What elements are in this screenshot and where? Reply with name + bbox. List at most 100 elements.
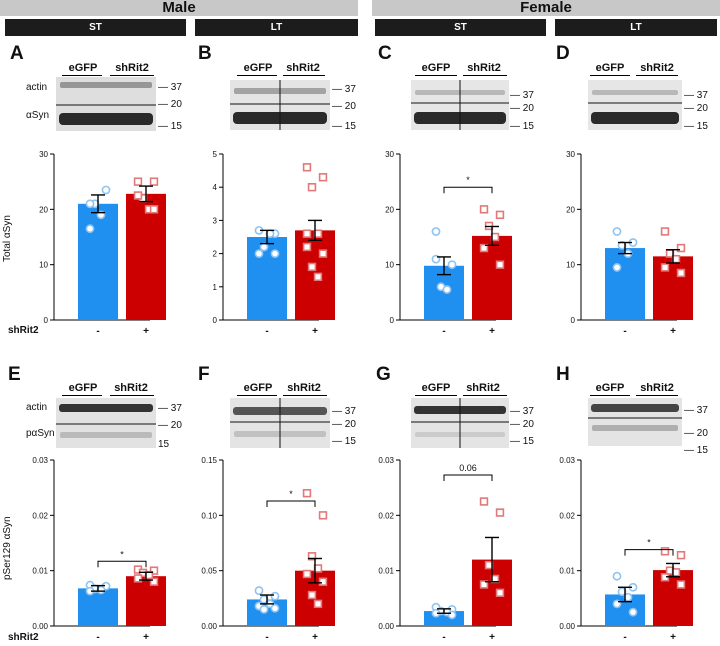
- mw-marker-20: — 20: [510, 419, 534, 430]
- data-point-egfp-h: [628, 607, 638, 617]
- data-point-shrit2-b: [313, 272, 323, 282]
- blot-image: [230, 80, 330, 130]
- lane-underline: [110, 75, 154, 76]
- bar-a-egfp: [78, 203, 118, 320]
- lane-underline: [283, 395, 327, 396]
- lane-underline: [415, 395, 457, 396]
- lane-label-egfp: eGFP: [243, 382, 273, 394]
- category-label-h: +: [670, 632, 676, 643]
- data-point-shrit2-g: [479, 497, 489, 506]
- shrit2-row-label-top: shRit2: [8, 325, 39, 336]
- y-tick-label-b: 3: [213, 216, 218, 225]
- blot-image: [588, 398, 682, 446]
- y-tick-label-b: 1: [213, 283, 218, 292]
- data-point-shrit2-g: [495, 588, 505, 598]
- blot-row-label-actin: actin: [26, 82, 48, 93]
- significance-label-h: *: [647, 538, 651, 548]
- data-point-shrit2-g: [495, 508, 505, 517]
- mw-marker-37: — 37: [684, 405, 708, 416]
- data-point-shrit2-e: [149, 577, 159, 586]
- blot-image: [230, 398, 330, 448]
- category-label-a: -: [96, 326, 99, 337]
- mw-marker-15: — 15: [158, 121, 182, 132]
- lane-underline: [110, 395, 154, 396]
- mw-marker-20: — 20: [684, 428, 708, 439]
- female-header: Female: [372, 0, 720, 16]
- y-tick-label-b: 4: [213, 183, 218, 192]
- y-tick-label-f: 0.00: [201, 622, 217, 631]
- panel-label-f: F: [198, 364, 210, 385]
- panel-label-c: C: [378, 43, 392, 64]
- data-point-shrit2-d: [676, 268, 686, 278]
- y-tick-label-g: 0.03: [378, 456, 394, 465]
- significance-label-f: *: [289, 489, 293, 499]
- data-point-shrit2-f: [313, 599, 323, 609]
- data-point-egfp-d: [612, 263, 622, 272]
- category-label-d: -: [623, 326, 626, 337]
- mw-marker-15: — 15: [332, 436, 356, 447]
- y-tick-label-e: 0.01: [32, 567, 48, 576]
- data-point-shrit2-f: [318, 511, 328, 520]
- data-point-shrit2-e: [149, 566, 159, 575]
- y-tick-label-c: 10: [385, 261, 394, 270]
- data-point-egfp-b: [254, 249, 264, 258]
- shrit2-row-label-bottom: shRit2: [8, 632, 39, 643]
- significance-bracket-h: [624, 549, 674, 556]
- condition-label-lt-male: LT: [195, 19, 358, 36]
- mw-marker-20: — 20: [684, 103, 708, 114]
- data-point-egfp-a: [85, 224, 95, 234]
- y-tick-label-f: 0.15: [201, 456, 217, 465]
- lane-label-shrit2: shRit2: [640, 382, 674, 394]
- category-label-g: -: [442, 632, 445, 643]
- data-point-egfp-f: [270, 603, 280, 613]
- lane-label-shrit2: shRit2: [286, 62, 320, 74]
- data-point-shrit2-d: [660, 227, 670, 236]
- category-label-f: +: [312, 632, 318, 643]
- data-point-shrit2-f: [318, 577, 328, 586]
- y-tick-label-a: 30: [39, 150, 48, 159]
- blot-row-label-pasyn: pαSyn: [26, 428, 55, 439]
- y-tick-label-g: 0.01: [378, 567, 394, 576]
- lane-label-egfp: eGFP: [243, 62, 273, 74]
- data-point-shrit2-c: [495, 210, 505, 220]
- y-tick-label-h: 0.01: [559, 567, 575, 576]
- category-label-e: -: [96, 632, 99, 643]
- data-point-egfp-a: [85, 199, 95, 209]
- mw-marker-37: — 37: [158, 403, 182, 414]
- blot-image: [411, 398, 509, 448]
- y-tick-label-b: 0: [213, 316, 218, 325]
- lane-underline: [237, 75, 277, 76]
- data-point-egfp-d: [612, 227, 622, 236]
- mw-marker-15: — 15: [684, 121, 708, 132]
- significance-label-g: 0.06: [459, 463, 477, 473]
- data-point-egfp-f: [270, 591, 280, 601]
- mw-marker-37: — 37: [332, 84, 356, 95]
- data-point-shrit2-a: [133, 191, 143, 200]
- data-point-shrit2-c: [479, 243, 489, 253]
- y-tick-label-c: 20: [385, 205, 394, 214]
- blot-row-label-asyn: αSyn: [26, 110, 50, 121]
- condition-label-st-male: ST: [5, 19, 186, 36]
- data-point-egfp-c: [431, 227, 441, 236]
- male-header: Male: [0, 0, 358, 16]
- y-tick-label-d: 10: [566, 261, 575, 270]
- mw-marker-20: — 20: [332, 419, 356, 430]
- lane-label-egfp: eGFP: [595, 382, 625, 394]
- data-point-shrit2-f: [302, 569, 312, 579]
- data-point-egfp-f: [259, 605, 269, 614]
- data-point-egfp-b: [259, 242, 269, 252]
- panel-label-a: A: [10, 43, 24, 64]
- mw-marker-37: — 37: [158, 82, 182, 93]
- y-tick-label-e: 0.03: [32, 456, 48, 465]
- lane-label-shrit2: shRit2: [640, 62, 674, 74]
- mw-marker-15: — 15: [510, 436, 534, 447]
- category-label-h: -: [623, 632, 626, 643]
- lane-underline: [237, 395, 277, 396]
- significance-label-e: *: [120, 549, 124, 559]
- panel-label-e: E: [8, 364, 21, 385]
- data-point-shrit2-d: [660, 263, 670, 272]
- condition-label-lt-female: LT: [555, 19, 717, 36]
- bar-e-egfp: [78, 588, 118, 626]
- bar-a-shrit2: [126, 193, 166, 320]
- y-tick-label-f: 0.05: [201, 567, 217, 576]
